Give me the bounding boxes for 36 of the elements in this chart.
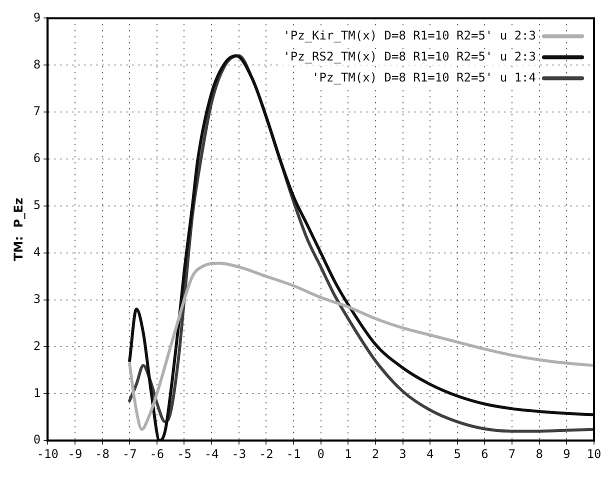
x-tick-label: -5 (176, 446, 192, 461)
x-tick-label: -3 (232, 446, 246, 461)
y-tick-label: 2 (33, 338, 41, 353)
legend-label: 'Pz_Kir_TM(x) D=8 R1=10 R2=5' u 2:3 (283, 28, 536, 42)
x-tick-label: 8 (536, 446, 543, 461)
x-tick-label: -6 (150, 446, 164, 461)
legend-label: 'Pz_TM(x) D=8 R1=10 R2=5' u 1:4 (312, 70, 536, 84)
legend-label: 'Pz_RS2_TM(x) D=8 R1=10 R2=5' u 2:3 (283, 49, 536, 64)
x-tick-label: -7 (122, 446, 137, 461)
x-tick-label: 2 (372, 446, 380, 461)
y-axis-title: TM: P_Ez (11, 198, 26, 262)
y-tick-label: 0 (33, 432, 41, 447)
x-tick-label: -9 (68, 446, 82, 461)
y-tick-label: 7 (33, 104, 41, 118)
x-tick-label: -10 (36, 446, 58, 461)
x-tick-label: 7 (508, 446, 516, 461)
x-tick-label: 3 (399, 446, 406, 461)
x-tick-label: 1 (344, 446, 352, 461)
y-tick-label: 9 (33, 10, 41, 24)
x-tick-label: 4 (426, 446, 434, 461)
x-tick-label: -4 (204, 446, 219, 461)
y-tick-label: 6 (33, 151, 41, 166)
x-tick-label: 6 (481, 446, 488, 461)
y-tick-label: 1 (33, 386, 41, 400)
x-tick-label: -2 (258, 446, 274, 461)
x-tick-label: -8 (95, 446, 110, 461)
y-tick-label: 3 (33, 292, 41, 306)
x-tick-label: 10 (586, 446, 602, 461)
x-tick-label: 5 (454, 446, 462, 461)
y-tick-label: 4 (33, 244, 41, 259)
x-tick-label: -1 (286, 446, 301, 461)
y-tick-label: 5 (33, 198, 41, 212)
y-tick-label: 8 (33, 57, 41, 72)
x-tick-label: 0 (317, 446, 324, 461)
line-series (128, 262, 594, 431)
x-tick-label: 9 (563, 446, 570, 461)
